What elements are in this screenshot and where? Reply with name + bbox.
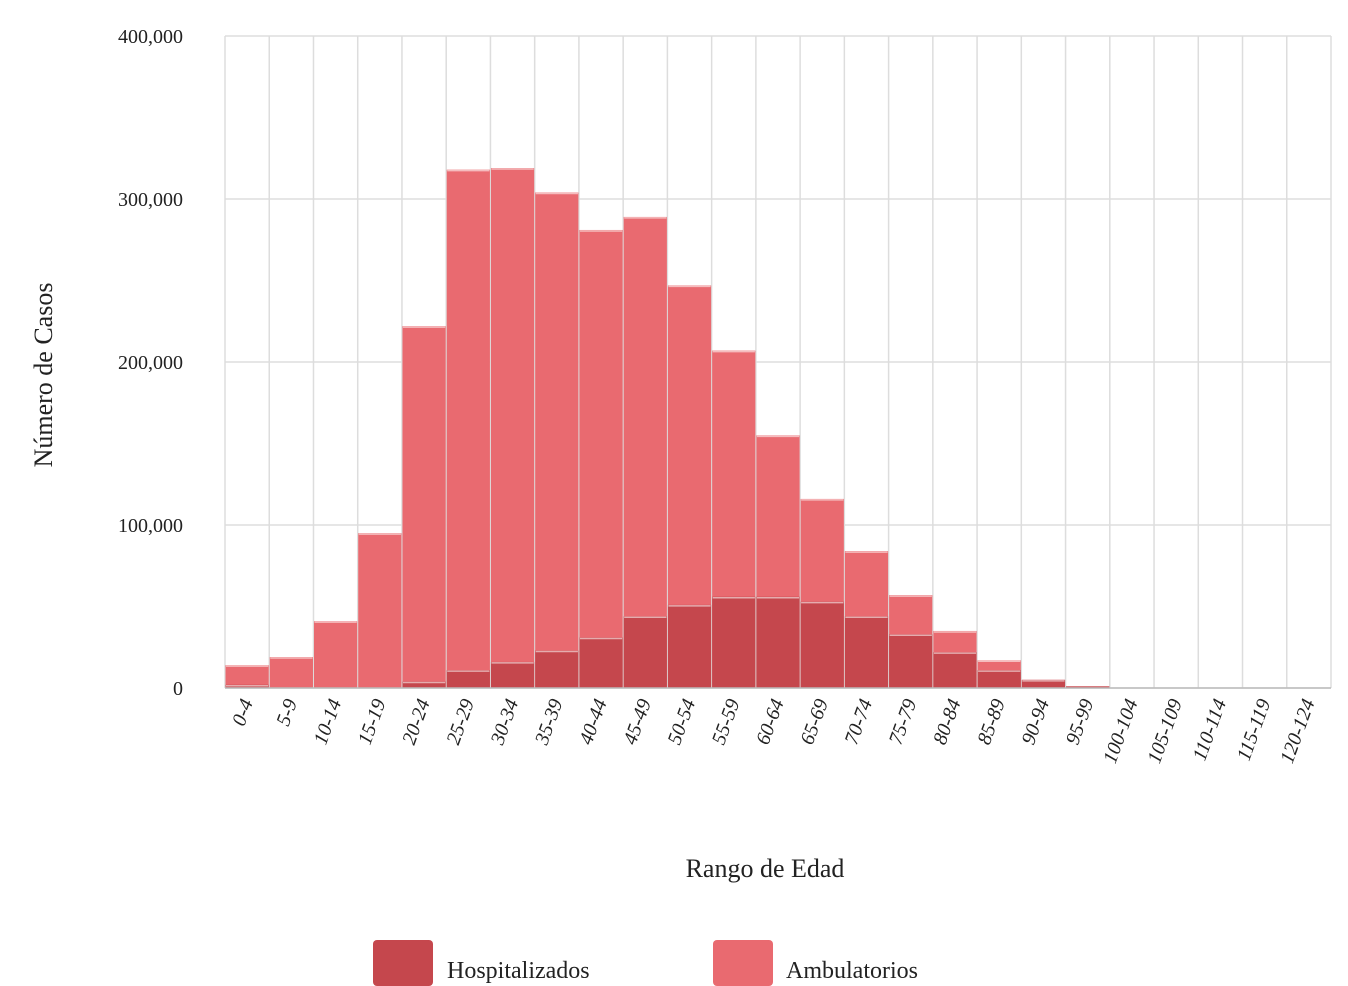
ambulatorios-bar-35-39 — [535, 192, 579, 689]
x-axis-title: Rango de Edad — [686, 854, 845, 883]
hospitalizados-bar-55-59 — [712, 596, 756, 688]
x-tick-label: 85-89 — [973, 696, 1010, 747]
ambulatorios-bar-30-34 — [490, 168, 535, 688]
x-tick-label: 25-29 — [442, 696, 479, 747]
ambulatorios-bar-40-44 — [579, 229, 623, 688]
x-tick-label: 70-74 — [841, 696, 878, 747]
legend-swatch-hospitalizados — [373, 940, 433, 986]
hospitalizados-bar-20-24 — [402, 681, 446, 688]
hospitalizados-bar-85-89 — [977, 670, 1021, 688]
hospitalizados-bar-30-34 — [490, 661, 535, 688]
x-tick-label: 115-119 — [1233, 696, 1275, 763]
x-tick-label: 95-99 — [1062, 696, 1099, 747]
x-tick-label: 20-24 — [398, 696, 435, 747]
x-tick-label: 10-14 — [310, 696, 347, 747]
hospitalizados-bar-90-94 — [1021, 679, 1066, 688]
x-tick-label: 90-94 — [1018, 696, 1055, 747]
y-tick-label: 200,000 — [118, 352, 183, 374]
x-tick-label: 60-64 — [752, 696, 789, 747]
grid-lines — [224, 35, 1332, 689]
y-tick-label: 100,000 — [118, 515, 183, 537]
ambulatorios-bar-45-49 — [623, 216, 667, 688]
hospitalizados-bar-35-39 — [535, 650, 579, 688]
y-axis-title: Número de Casos — [29, 283, 58, 468]
legend-label-ambulatorios: Ambulatorios — [786, 958, 918, 984]
x-tick-label: 45-49 — [619, 696, 656, 747]
hospitalizados-bar-60-64 — [756, 596, 800, 688]
ambulatorios-bar-0-4 — [225, 665, 269, 688]
x-tick-label: 110-114 — [1189, 696, 1231, 763]
legend-label-hospitalizados: Hospitalizados — [447, 958, 590, 984]
x-tick-label: 120-124 — [1276, 696, 1319, 766]
x-tick-label: 105-109 — [1143, 696, 1186, 766]
x-tick-labels: 0-4 5-9 10-14 15-19 20-24 25-29 30-34 35-39 40-4… — [228, 696, 1320, 766]
x-tick-label: 40-44 — [575, 696, 612, 747]
hospitalizados-bar-80-84 — [933, 652, 977, 688]
hospitalizados-bar-65-69 — [800, 601, 844, 688]
hospitalizados-bars — [225, 596, 1331, 688]
x-tick-label: 75-79 — [885, 696, 922, 747]
legend-swatch-ambulatorios — [713, 940, 773, 986]
x-tick-label: 5-9 — [272, 696, 302, 729]
x-tick-label: 35-39 — [531, 696, 568, 748]
ambulatorios-bar-25-29 — [446, 169, 490, 688]
x-tick-label: 30-34 — [486, 696, 523, 748]
x-tick-label: 100-104 — [1099, 696, 1142, 766]
x-tick-label: 80-84 — [929, 696, 966, 747]
y-tick-label: 0 — [173, 678, 183, 700]
y-tick-labels: 0 100,000 200,000 300,000 400,000 — [118, 26, 183, 700]
x-tick-label: 0-4 — [228, 696, 258, 729]
hospitalizados-bar-50-54 — [667, 604, 712, 688]
ambulatorios-bar-15-19 — [358, 533, 402, 688]
x-tick-label: 65-69 — [796, 696, 833, 747]
ambulatorios-bar-20-24 — [402, 326, 446, 688]
hospitalizados-bar-40-44 — [579, 637, 623, 688]
hospitalizados-bar-95-99 — [1066, 686, 1110, 688]
x-tick-label: 55-59 — [708, 696, 745, 747]
hospitalizados-bar-25-29 — [446, 670, 490, 688]
ambulatorios-bar-10-14 — [313, 621, 358, 688]
x-tick-label: 15-19 — [354, 696, 391, 747]
y-tick-label: 300,000 — [118, 189, 183, 211]
hospitalizados-bar-75-79 — [889, 634, 933, 688]
x-tick-label: 50-54 — [664, 696, 701, 747]
legend: Hospitalizados Ambulatorios — [373, 940, 918, 986]
hospitalizados-bar-70-74 — [844, 616, 889, 688]
y-tick-label: 400,000 — [118, 26, 183, 48]
hospitalizados-bar-45-49 — [623, 616, 667, 688]
ambulatorios-bar-5-9 — [269, 657, 313, 688]
